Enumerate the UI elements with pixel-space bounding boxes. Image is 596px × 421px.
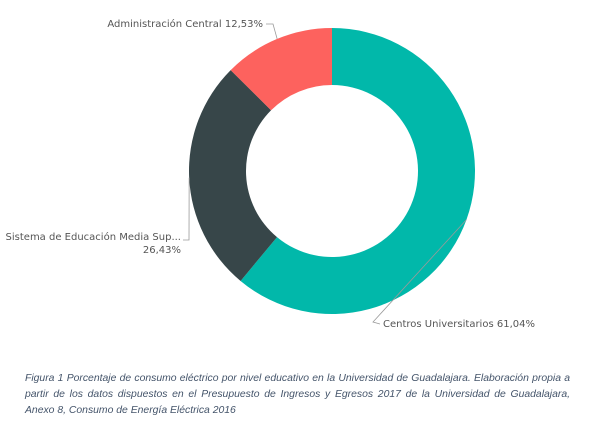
label-administracion-central: Administración Central 12,53% [107, 18, 263, 30]
leader-line-1 [372, 219, 467, 325]
donut-chart: Centros Universitarios 61,04% Sistema de … [6, 18, 535, 330]
donut-slice-1[interactable] [240, 28, 476, 314]
donut-slice-2[interactable] [188, 70, 278, 281]
leader-line-2 [183, 177, 190, 241]
label-centros-universitarios: Centros Universitarios 61,04% [383, 319, 535, 330]
label-sistema-educacion-media: Sistema de Educación Media Sup... 26,43% [6, 231, 181, 256]
leader-line-3 [266, 23, 278, 40]
figure-caption: Figura 1 Porcentaje de consumo eléctrico… [25, 373, 570, 416]
donut-slice-3[interactable] [230, 27, 332, 111]
